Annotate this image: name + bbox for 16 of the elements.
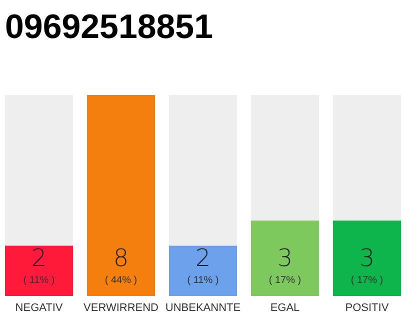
data-label: 3 xyxy=(359,244,375,272)
data-label: 2 xyxy=(195,244,211,272)
annotation: ( 17% ) xyxy=(350,275,384,286)
x-tick-label: VERWIRREND xyxy=(84,302,159,314)
x-tick-label: EGAL xyxy=(270,302,300,314)
data-label: 2 xyxy=(31,244,47,272)
x-tick-label: POSITIV xyxy=(345,302,390,314)
annotation: ( 44% ) xyxy=(104,275,138,286)
data-label: 3 xyxy=(277,244,293,272)
annotation: ( 17% ) xyxy=(268,275,302,286)
annotation: ( 11% ) xyxy=(187,275,219,286)
chart-title: 09692518851 xyxy=(5,8,214,46)
data-label: 8 xyxy=(113,244,129,272)
x-tick-label: NEGATIV xyxy=(15,302,64,314)
annotation: ( 11% ) xyxy=(23,275,55,286)
x-tick-label: UNBEKANNTE xyxy=(165,302,241,314)
